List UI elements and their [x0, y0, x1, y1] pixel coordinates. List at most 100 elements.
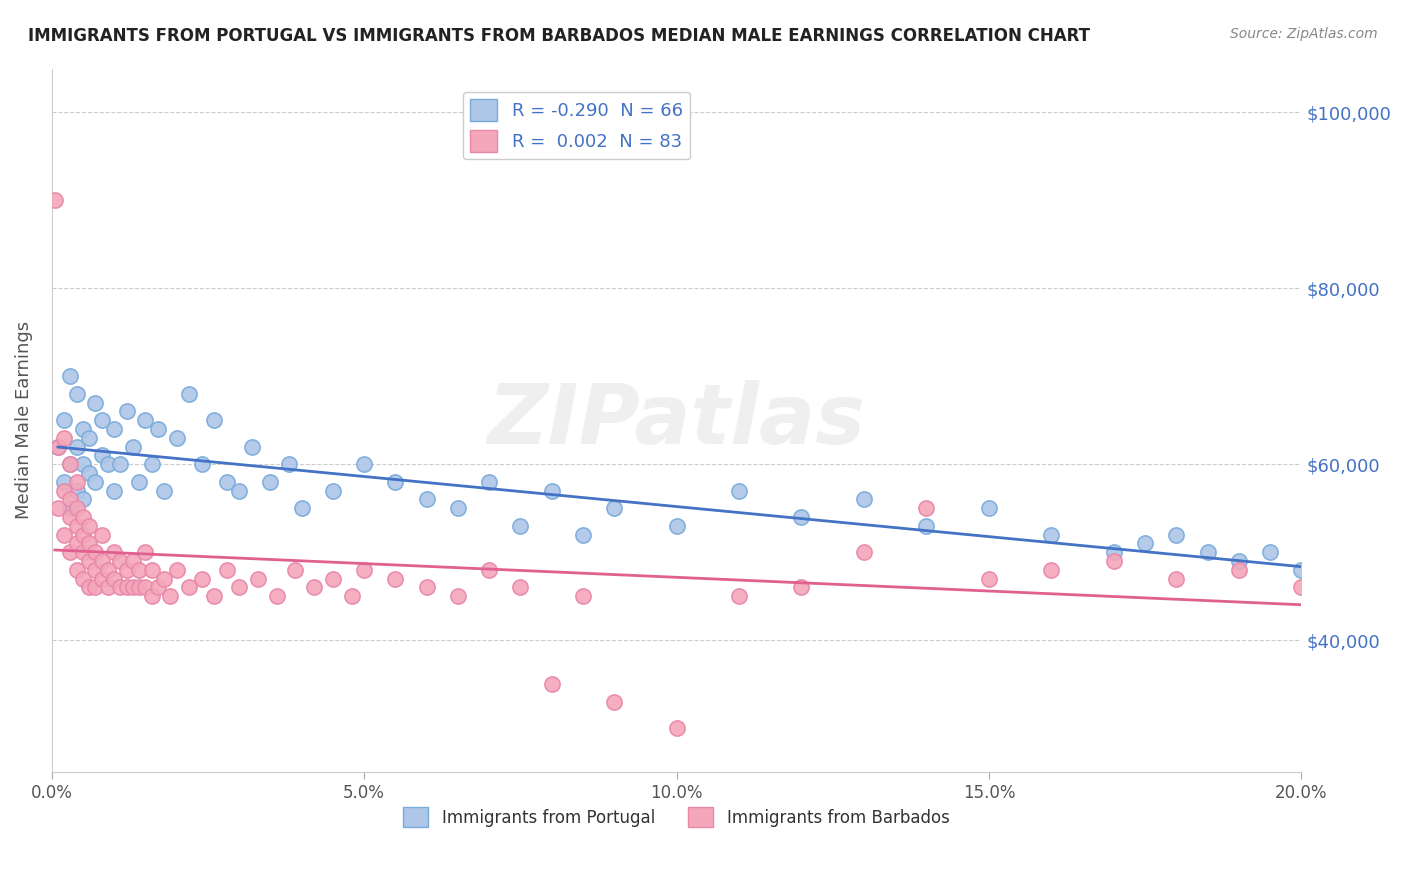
Point — [915, 518, 938, 533]
Point — [852, 545, 875, 559]
Point — [84, 395, 107, 409]
Point — [190, 457, 212, 471]
Point — [478, 563, 501, 577]
Point — [852, 492, 875, 507]
Point — [115, 580, 138, 594]
Point — [228, 580, 250, 594]
Point — [97, 580, 120, 594]
Point — [72, 572, 94, 586]
Point — [478, 475, 501, 489]
Point — [66, 387, 89, 401]
Point — [284, 563, 307, 577]
Point — [134, 413, 156, 427]
Point — [77, 536, 100, 550]
Point — [72, 510, 94, 524]
Point — [122, 554, 145, 568]
Point — [1102, 554, 1125, 568]
Point — [215, 475, 238, 489]
Point — [353, 457, 375, 471]
Point — [1291, 580, 1313, 594]
Point — [110, 554, 132, 568]
Point — [77, 431, 100, 445]
Point — [340, 589, 363, 603]
Point — [1040, 527, 1063, 541]
Point — [790, 510, 813, 524]
Point — [603, 695, 626, 709]
Point — [179, 580, 201, 594]
Point — [322, 572, 344, 586]
Point — [115, 404, 138, 418]
Point — [90, 527, 112, 541]
Point — [1133, 536, 1156, 550]
Point — [84, 475, 107, 489]
Point — [166, 431, 188, 445]
Point — [141, 457, 163, 471]
Point — [122, 440, 145, 454]
Point — [278, 457, 301, 471]
Point — [1322, 572, 1344, 586]
Point — [66, 518, 89, 533]
Point — [266, 589, 288, 603]
Point — [977, 572, 1000, 586]
Point — [128, 563, 150, 577]
Point — [728, 589, 751, 603]
Point — [122, 580, 145, 594]
Y-axis label: Median Male Earnings: Median Male Earnings — [15, 321, 32, 519]
Point — [915, 501, 938, 516]
Point — [53, 431, 76, 445]
Point — [66, 501, 89, 516]
Point — [1197, 545, 1219, 559]
Point — [59, 369, 82, 384]
Point — [66, 475, 89, 489]
Point — [59, 492, 82, 507]
Point — [1166, 572, 1188, 586]
Point — [66, 536, 89, 550]
Point — [179, 387, 201, 401]
Point — [665, 518, 688, 533]
Point — [90, 449, 112, 463]
Point — [46, 440, 69, 454]
Point — [447, 589, 470, 603]
Point — [540, 677, 562, 691]
Point — [146, 580, 169, 594]
Point — [44, 194, 66, 208]
Point — [110, 580, 132, 594]
Point — [53, 527, 76, 541]
Point — [53, 483, 76, 498]
Point — [322, 483, 344, 498]
Point — [97, 563, 120, 577]
Point — [202, 413, 225, 427]
Point — [572, 589, 595, 603]
Point — [90, 554, 112, 568]
Point — [59, 510, 82, 524]
Point — [59, 501, 82, 516]
Point — [572, 527, 595, 541]
Text: ZIPatlas: ZIPatlas — [488, 380, 866, 461]
Point — [415, 492, 437, 507]
Point — [190, 572, 212, 586]
Point — [1227, 554, 1250, 568]
Point — [103, 483, 125, 498]
Point — [1258, 545, 1281, 559]
Point — [53, 475, 76, 489]
Point — [1040, 563, 1063, 577]
Point — [977, 501, 1000, 516]
Point — [159, 589, 181, 603]
Point — [84, 563, 107, 577]
Point — [153, 483, 176, 498]
Point — [134, 580, 156, 594]
Point — [53, 413, 76, 427]
Point — [97, 457, 120, 471]
Point — [228, 483, 250, 498]
Point — [134, 545, 156, 559]
Point — [84, 545, 107, 559]
Point — [540, 483, 562, 498]
Point — [72, 457, 94, 471]
Point — [384, 572, 406, 586]
Point — [46, 501, 69, 516]
Point — [1102, 545, 1125, 559]
Point — [77, 554, 100, 568]
Point — [240, 440, 263, 454]
Point — [259, 475, 281, 489]
Point — [66, 483, 89, 498]
